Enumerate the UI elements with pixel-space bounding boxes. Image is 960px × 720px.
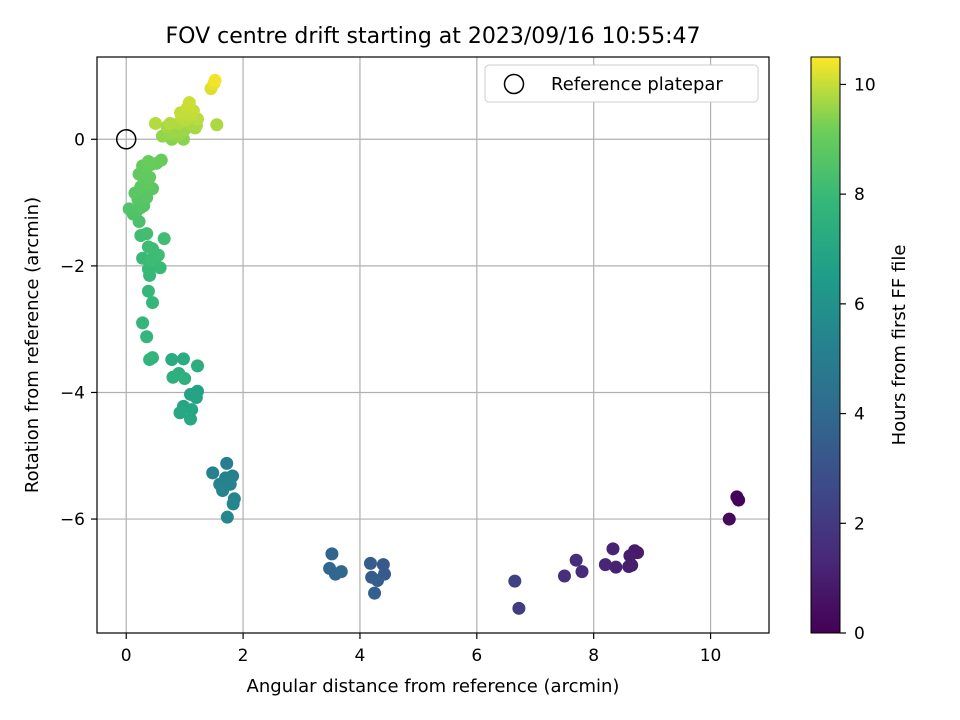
colorbar-tick-label: 0 (854, 624, 865, 644)
legend: Reference platepar (484, 64, 759, 103)
data-point (325, 547, 339, 561)
data-point (216, 484, 230, 498)
data-point (136, 316, 150, 330)
y-tick-label: −2 (60, 257, 85, 277)
x-axis-ticks: 0 2 4 6 8 10 (121, 633, 722, 666)
reference-marker (115, 129, 137, 150)
data-point (508, 574, 522, 588)
reference-point-marker (115, 129, 137, 150)
data-point (122, 202, 136, 216)
data-point (598, 558, 612, 572)
y-axis-ticks: 0 −2 −4 −6 (60, 130, 97, 530)
data-point (722, 512, 736, 526)
colorbar: 0 2 4 6 8 10 Hours from first FF file (810, 56, 910, 644)
data-point (141, 284, 155, 298)
data-point (178, 372, 192, 386)
data-point (220, 456, 234, 470)
x-tick-label: 10 (700, 646, 722, 666)
y-tick-label: −6 (60, 510, 85, 530)
y-axis-label: Rotation from reference (arcmin) (22, 197, 43, 493)
colorbar-tick-label: 4 (854, 405, 865, 425)
data-point (183, 412, 197, 426)
x-tick-label: 0 (121, 646, 132, 666)
colorbar-ticks: 0 2 4 6 8 10 (840, 75, 876, 644)
x-tick-label: 8 (588, 646, 599, 666)
data-point (368, 586, 382, 600)
data-point (609, 560, 623, 574)
data-point (165, 353, 179, 367)
data-point (185, 403, 199, 417)
data-point (140, 227, 154, 241)
data-point (569, 553, 583, 567)
data-point (191, 359, 205, 373)
data-point (363, 556, 377, 570)
data-point (141, 154, 155, 168)
data-point (334, 565, 348, 579)
x-tick-label: 2 (238, 646, 249, 666)
data-point (166, 370, 180, 384)
data-point (157, 232, 171, 246)
colorbar-tick-label: 6 (854, 295, 865, 315)
data-point (189, 391, 203, 405)
x-tick-label: 6 (471, 646, 482, 666)
data-point (146, 351, 160, 365)
chart-title: FOV centre drift starting at 2023/09/16 … (166, 24, 701, 49)
data-point (148, 116, 162, 130)
data-point (154, 153, 168, 167)
data-point (557, 569, 571, 583)
y-tick-label: 0 (74, 130, 85, 150)
data-point (208, 73, 222, 87)
data-point (606, 542, 620, 556)
data-point (732, 493, 746, 507)
colorbar-tick-label: 10 (854, 75, 876, 95)
y-tick-label: −4 (60, 383, 85, 403)
data-point (153, 261, 167, 275)
data-point (220, 510, 234, 524)
plot-frame (96, 56, 770, 634)
x-tick-label: 4 (355, 646, 366, 666)
colorbar-tick-label: 2 (854, 514, 865, 534)
colorbar-label: Hours from first FF file (889, 245, 910, 446)
data-point (376, 558, 390, 572)
data-point (140, 330, 154, 344)
data-point (173, 406, 187, 420)
data-point (206, 466, 220, 480)
data-point (622, 560, 636, 574)
x-axis-label: Angular distance from reference (arcmin) (247, 676, 620, 697)
colorbar-gradient (810, 56, 841, 634)
data-point (370, 573, 384, 587)
grid-lines (97, 57, 769, 633)
data-point (210, 118, 224, 132)
data-point (176, 352, 190, 366)
data-point (146, 242, 160, 256)
legend-box (484, 64, 759, 103)
data-point (575, 565, 589, 579)
data-point (146, 296, 160, 310)
data-point (512, 601, 526, 615)
data-point (182, 96, 196, 110)
data-points (122, 73, 746, 615)
colorbar-tick-label: 8 (854, 185, 865, 205)
data-point (163, 116, 177, 130)
data-point (226, 497, 240, 511)
legend-marker-circle (503, 73, 525, 95)
legend-label: Reference platepar (551, 74, 723, 95)
